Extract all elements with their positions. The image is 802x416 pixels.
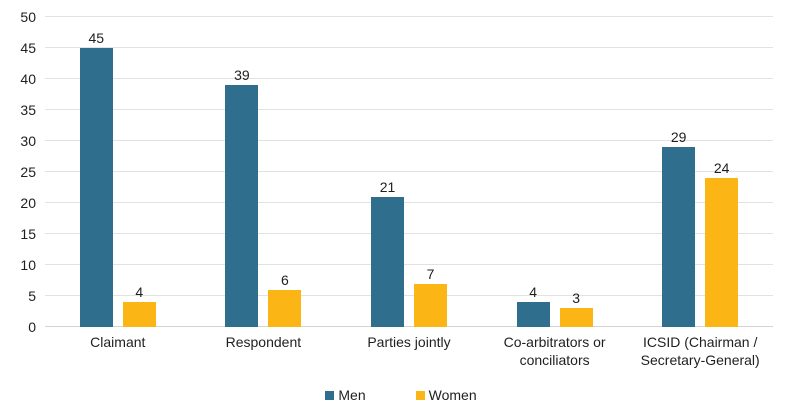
- gridline: [45, 295, 773, 296]
- bar-group: 45 4: [45, 17, 191, 327]
- gridline: [45, 264, 773, 265]
- bar-women: 6: [268, 272, 302, 327]
- x-axis-labels: Claimant Respondent Parties jointly Co-arbi…: [45, 333, 773, 373]
- bar-value-label: 4: [529, 284, 537, 301]
- y-tick-label: 10: [20, 257, 36, 273]
- y-tick-label: 20: [20, 195, 36, 211]
- legend-item-men: Men: [325, 387, 366, 403]
- gridline: [45, 171, 773, 172]
- bar-group: 21 7: [336, 17, 482, 327]
- bar-value-label: 29: [670, 129, 687, 146]
- gridline: [45, 109, 773, 110]
- bar-value-label: 45: [88, 30, 105, 46]
- y-tick-label: 50: [20, 9, 36, 25]
- gridline: [45, 78, 773, 79]
- bar-group: 29 24: [627, 17, 773, 327]
- legend-label: Men: [338, 387, 366, 403]
- bar-value-label: 3: [572, 290, 580, 307]
- bar-value-label: 21: [379, 178, 396, 195]
- bar-men: 4: [516, 284, 550, 327]
- bar-value-label: 24: [713, 160, 730, 177]
- plot-area: 45 4 39 6 21 7 4 3 29 24: [45, 16, 773, 327]
- legend-label: Women: [428, 387, 477, 403]
- bar-men: 39: [225, 67, 259, 327]
- bar-women: 24: [705, 160, 739, 327]
- gridline: [45, 16, 773, 17]
- x-axis-label: ICSID (Chairman / Secretary-General): [640, 334, 760, 368]
- legend: Men Women: [0, 387, 802, 403]
- bar-value-label: 7: [426, 265, 435, 282]
- y-tick-label: 35: [20, 102, 36, 118]
- y-tick-label: 15: [20, 226, 36, 242]
- y-tick-label: 0: [28, 319, 36, 335]
- gridline: [45, 233, 773, 234]
- x-axis-label: Co-arbitrators or conciliators: [503, 334, 606, 368]
- bar-group: 39 6: [191, 17, 337, 327]
- gridline: [45, 202, 773, 203]
- y-tick-label: 5: [28, 288, 36, 304]
- x-axis-line: [45, 326, 773, 327]
- bar-women: 3: [559, 290, 593, 327]
- bar-value-label: 39: [234, 67, 250, 84]
- y-tick-label: 45: [20, 40, 36, 56]
- legend-item-women: Women: [415, 387, 477, 403]
- y-tick-label: 40: [20, 71, 36, 87]
- x-axis-label: Claimant: [90, 334, 146, 350]
- y-tick-label: 30: [20, 133, 36, 149]
- gridline: [45, 140, 773, 141]
- legend-swatch-icon: [325, 390, 335, 400]
- bar-value-label: 6: [280, 271, 289, 288]
- bar-men: 45: [79, 30, 113, 327]
- legend-swatch-icon: [415, 390, 425, 400]
- bar-men: 21: [370, 179, 404, 327]
- bar-women: 4: [122, 284, 156, 327]
- bar-men: 29: [662, 129, 696, 327]
- bar-women: 7: [413, 266, 447, 327]
- gridline: [45, 47, 773, 48]
- bar-value-label: 4: [135, 284, 144, 301]
- x-axis-label: Parties jointly: [367, 334, 451, 350]
- x-axis-label: Respondent: [225, 334, 302, 350]
- y-tick-label: 25: [20, 164, 36, 180]
